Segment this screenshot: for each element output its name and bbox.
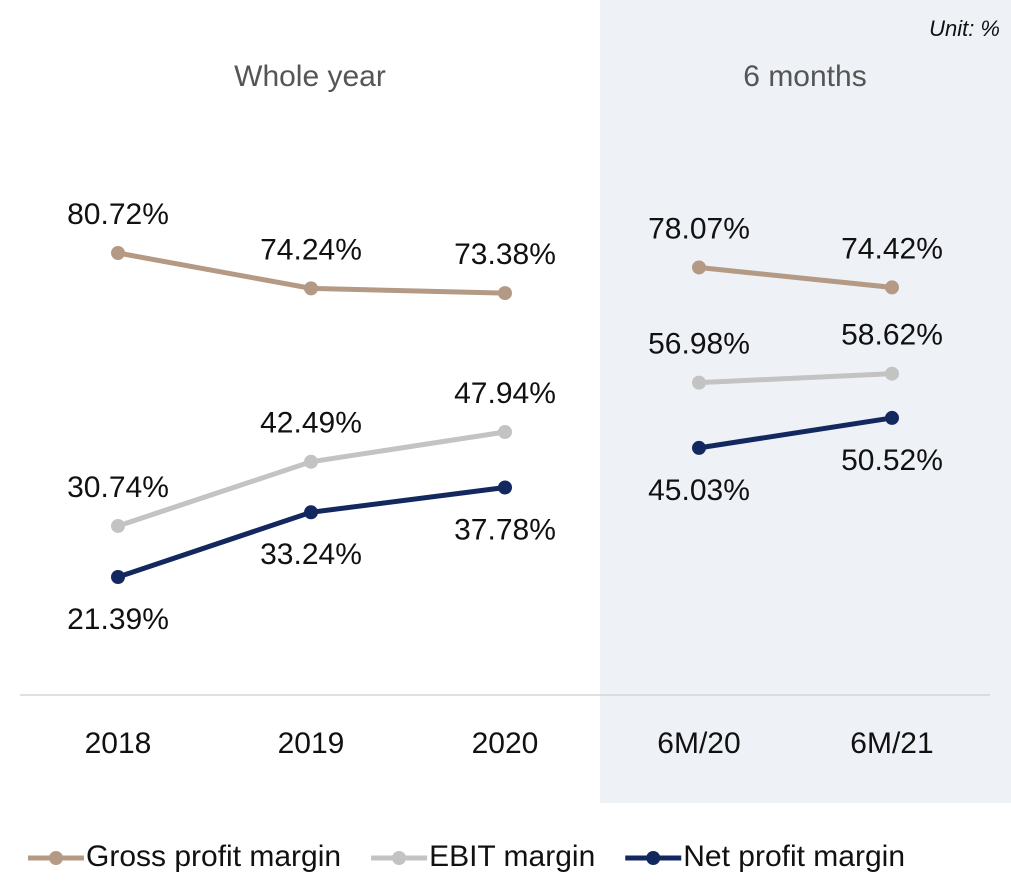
data-label: 37.78%	[454, 513, 556, 546]
point	[111, 246, 125, 260]
point	[304, 505, 318, 520]
point	[304, 454, 318, 469]
highlight-band	[600, 0, 1011, 803]
data-label: 74.24%	[260, 233, 362, 266]
point	[304, 281, 318, 296]
point	[498, 286, 512, 301]
series-line	[698, 415, 893, 451]
x-tick-label: 6M/21	[850, 727, 933, 760]
point	[111, 570, 125, 584]
point	[111, 518, 125, 533]
x-tick-label: 2018	[85, 727, 152, 760]
data-label: 73.38%	[454, 238, 556, 271]
legend-label: Net profit margin	[683, 840, 905, 873]
point	[885, 410, 899, 425]
legend-swatch-dot	[49, 851, 63, 865]
x-tick-label: 2020	[472, 727, 539, 760]
x-tick-label: 2019	[278, 727, 345, 760]
data-label: 58.62%	[841, 319, 943, 352]
point	[692, 375, 706, 390]
legend-label: EBIT margin	[429, 840, 595, 873]
group-label: Whole year	[234, 60, 386, 93]
data-label: 33.24%	[260, 538, 362, 571]
data-label: 80.72%	[67, 198, 169, 231]
series-line	[698, 264, 893, 290]
group-label: 6 months	[743, 60, 866, 93]
legend-swatch-dot	[392, 851, 407, 865]
point	[885, 366, 899, 381]
point	[498, 480, 512, 495]
point	[498, 425, 512, 440]
data-label: 50.52%	[841, 444, 943, 477]
data-label: 45.03%	[648, 474, 750, 507]
unit-note: Unit: %	[929, 16, 1000, 41]
data-label: 30.74%	[67, 471, 169, 504]
data-label: 42.49%	[260, 407, 362, 440]
data-label: 47.94%	[454, 377, 556, 410]
legend-swatch-dot	[646, 851, 661, 865]
point	[692, 260, 706, 275]
data-label: 78.07%	[648, 212, 750, 245]
point	[692, 440, 706, 455]
data-label: 21.39%	[67, 603, 169, 636]
x-tick-label: 6M/20	[657, 727, 740, 760]
data-label: 56.98%	[648, 328, 750, 361]
data-label: 74.42%	[841, 232, 943, 265]
legend-label: Gross profit margin	[86, 840, 341, 873]
point	[885, 280, 899, 295]
series-line	[698, 371, 893, 386]
